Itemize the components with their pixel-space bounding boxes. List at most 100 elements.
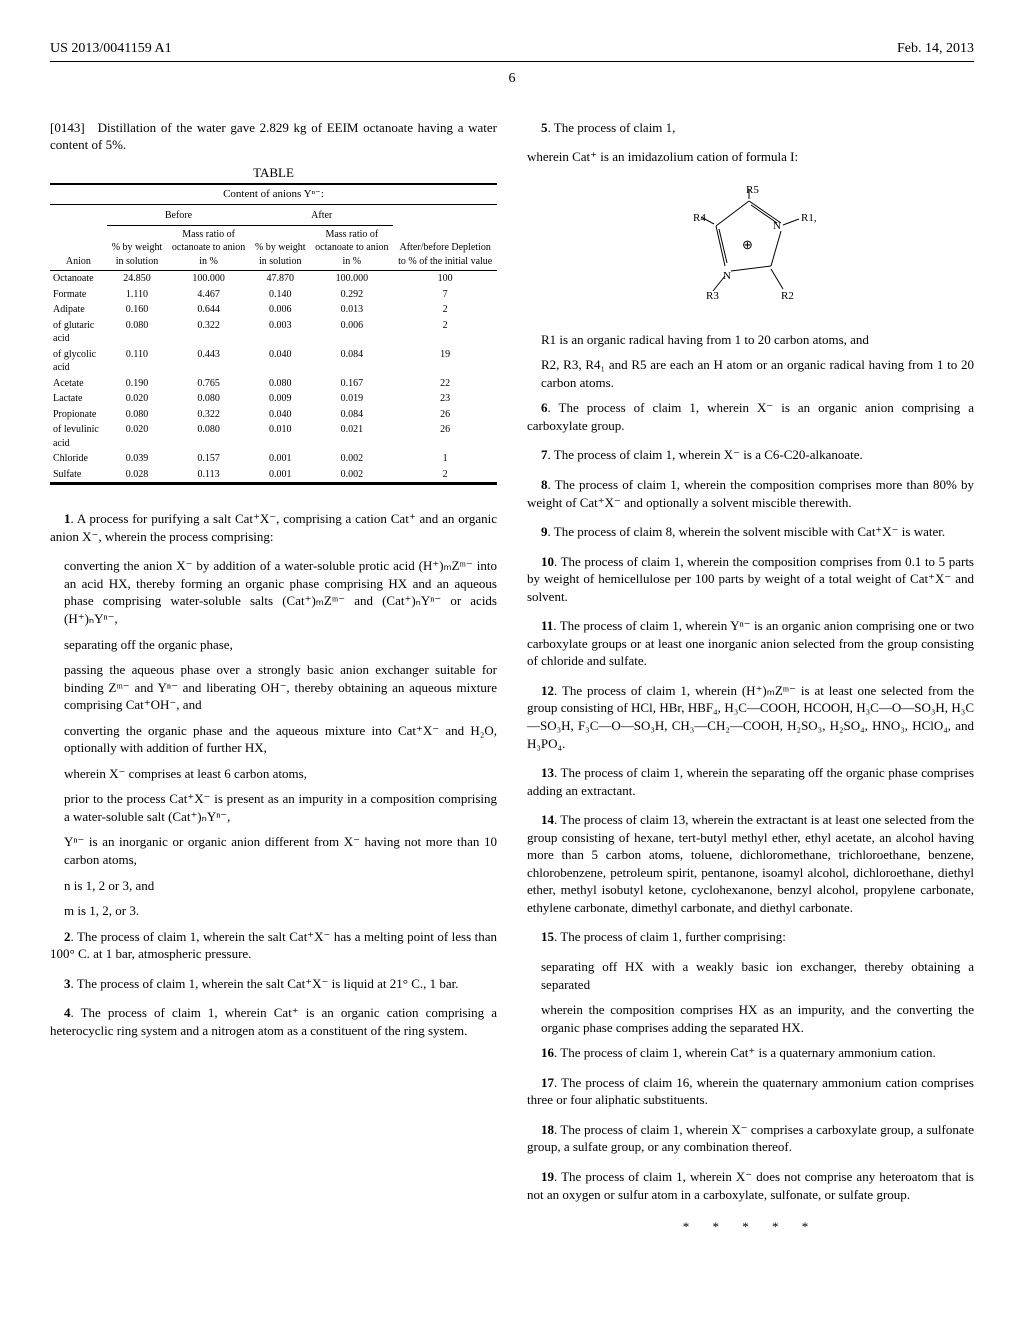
table-cell: 0.040 [250, 407, 310, 423]
table-cell: 0.084 [310, 407, 393, 423]
table-cell: 0.013 [310, 302, 393, 318]
table-cell: 47.870 [250, 271, 310, 287]
table-subcaption: Content of anions Yⁿ⁻: [50, 187, 497, 205]
claim-1-step: Yⁿ⁻ is an inorganic or organic anion dif… [64, 833, 497, 868]
table-cell: 100.000 [167, 271, 250, 287]
page-header: US 2013/0041159 A1 Feb. 14, 2013 [50, 40, 974, 62]
claim-6: 6. The process of claim 1, wherein X⁻ is… [527, 399, 974, 434]
table-row: Octanoate24.850100.00047.870100.000100 [50, 271, 497, 287]
table-cell: 2 [393, 302, 497, 318]
claim-6-text: . The process of claim 1, wherein X⁻ is … [527, 400, 974, 433]
table-cell: 0.644 [167, 302, 250, 318]
table-cell: 0.110 [107, 347, 167, 376]
table-cell: 23 [393, 391, 497, 407]
claim-3: 3. The process of claim 1, wherein the s… [50, 975, 497, 993]
claim-5-intro-text: . The process of claim 1, [548, 120, 676, 135]
table-cell: of levulinic acid [50, 422, 107, 451]
claim-9: 9. The process of claim 8, wherein the s… [527, 523, 974, 541]
table-cell: 0.292 [310, 287, 393, 303]
table-cell: 0.080 [167, 391, 250, 407]
claim-1: 1. A process for purifying a salt Cat⁺X⁻… [50, 510, 497, 545]
table-cell: 0.765 [167, 376, 250, 392]
table-cell: 0.157 [167, 451, 250, 467]
claim-19-text: . The process of claim 1, wherein X⁻ doe… [527, 1169, 974, 1202]
svg-text:R3: R3 [706, 290, 719, 302]
col-before-ratio: Mass ratio of octanoate to anion in % [167, 225, 250, 271]
claim-1-step: wherein X⁻ comprises at least 6 carbon a… [64, 765, 497, 783]
molecule-diagram: R5 R4 R1, R3 R2 ⊕ N N [527, 181, 974, 316]
table-row: of levulinic acid0.0200.0800.0100.02126 [50, 422, 497, 451]
table-row: Chloride0.0390.1570.0010.0021 [50, 451, 497, 467]
table-cell: 0.080 [107, 407, 167, 423]
claim-18: 18. The process of claim 1, wherein X⁻ c… [527, 1121, 974, 1156]
right-column: 5. The process of claim 1, wherein Cat⁺ … [527, 119, 974, 1236]
claim-7: 7. The process of claim 1, wherein X⁻ is… [527, 446, 974, 464]
claim-11-text: . The process of claim 1, wherein Yⁿ⁻ is… [527, 618, 974, 668]
col-after-ratio: Mass ratio of octanoate to anion in % [310, 225, 393, 271]
claim-8: 8. The process of claim 1, wherein the c… [527, 476, 974, 511]
claim-15-intro: . The process of claim 1, further compri… [554, 929, 786, 944]
col-after-wt: % by weight in solution [250, 225, 310, 271]
table-cell: Adipate [50, 302, 107, 318]
table-cell: 0.006 [250, 302, 310, 318]
table-cell: of glycolic acid [50, 347, 107, 376]
claim-17: 17. The process of claim 16, wherein the… [527, 1074, 974, 1109]
claim-1-step: separating off the organic phase, [64, 636, 497, 654]
table-cell: 0.322 [167, 318, 250, 347]
paragraph-0143: [0143] Distillation of the water gave 2.… [50, 119, 497, 154]
table-cell: 0.002 [310, 467, 393, 483]
table-cell: 0.021 [310, 422, 393, 451]
table-cell: Sulfate [50, 467, 107, 483]
claim-11: 11. The process of claim 1, wherein Yⁿ⁻ … [527, 617, 974, 670]
claim-4-text: . The process of claim 1, wherein Cat⁺ i… [50, 1005, 497, 1038]
claim-16: 16. The process of claim 1, wherein Cat⁺… [527, 1044, 974, 1062]
svg-text:R4: R4 [693, 212, 706, 224]
table-cell: 0.020 [107, 422, 167, 451]
claim-8-text: . The process of claim 1, wherein the co… [527, 477, 974, 510]
table-cell: 0.443 [167, 347, 250, 376]
table-cell: 26 [393, 407, 497, 423]
table-row: Acetate0.1900.7650.0800.16722 [50, 376, 497, 392]
table-cell: 0.190 [107, 376, 167, 392]
table-cell: 0.003 [250, 318, 310, 347]
claim-14: 14. The process of claim 13, wherein the… [527, 811, 974, 916]
claim-13: 13. The process of claim 1, wherein the … [527, 764, 974, 799]
claim-14-text: . The process of claim 13, wherein the e… [527, 812, 974, 915]
table-row: Propionate0.0800.3220.0400.08426 [50, 407, 497, 423]
table-row: Lactate0.0200.0800.0090.01923 [50, 391, 497, 407]
table-cell: 0.009 [250, 391, 310, 407]
table-cell: Formate [50, 287, 107, 303]
table-cell: of glutaric acid [50, 318, 107, 347]
group-after: After [250, 207, 393, 225]
table-cell: 0.039 [107, 451, 167, 467]
svg-text:R5: R5 [746, 184, 759, 196]
table-cell: 0.322 [167, 407, 250, 423]
table-cell: 0.020 [107, 391, 167, 407]
claim-13-text: . The process of claim 1, wherein the se… [527, 765, 974, 798]
claim-9-text: . The process of claim 8, wherein the so… [548, 524, 946, 539]
table-cell: 0.006 [310, 318, 393, 347]
table-caption: TABLE [50, 164, 497, 182]
claim-12: 12. The process of claim 1, wherein (H⁺)… [527, 682, 974, 752]
table-cell: 0.001 [250, 467, 310, 483]
claim-1-step: prior to the process Cat⁺X⁻ is present a… [64, 790, 497, 825]
table-cell: Acetate [50, 376, 107, 392]
table-cell: 24.850 [107, 271, 167, 287]
table-cell: 0.040 [250, 347, 310, 376]
claim-5-wherein: wherein Cat⁺ is an imidazolium cation of… [527, 148, 974, 166]
table-cell: 0.002 [310, 451, 393, 467]
table-row: of glutaric acid0.0800.3220.0030.0062 [50, 318, 497, 347]
table-cell: 1.110 [107, 287, 167, 303]
table-cell: 0.001 [250, 451, 310, 467]
claim-4: 4. The process of claim 1, wherein Cat⁺ … [50, 1004, 497, 1039]
table-cell: 4.467 [167, 287, 250, 303]
claim-1-step: converting the anion X⁻ by addition of a… [64, 557, 497, 627]
col-before-wt: % by weight in solution [107, 225, 167, 271]
col-depletion: After/before Depletion to % of the initi… [393, 207, 497, 271]
anion-table: Anion Before After After/before Depletio… [50, 207, 497, 482]
claim-12-text: . The process of claim 1, wherein (H⁺)ₘZ… [527, 683, 974, 751]
table-cell: 26 [393, 422, 497, 451]
table-cell: 22 [393, 376, 497, 392]
claim-10-text: . The process of claim 1, wherein the co… [527, 554, 974, 604]
table-cell: 0.019 [310, 391, 393, 407]
